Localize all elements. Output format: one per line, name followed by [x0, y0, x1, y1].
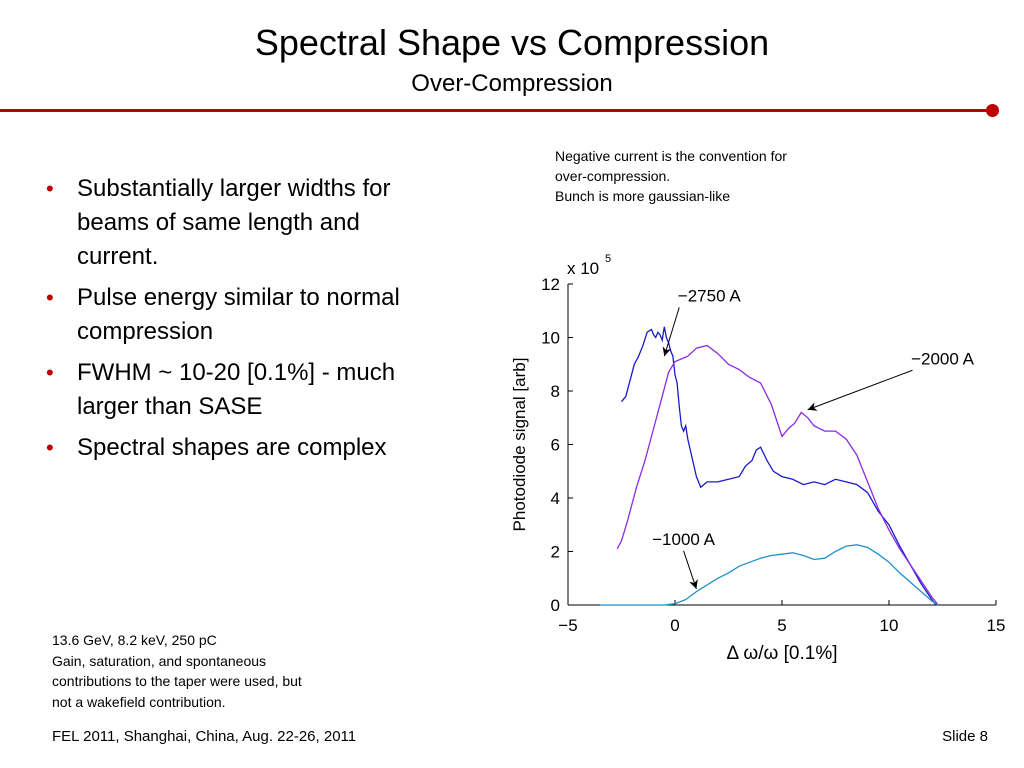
annotation-arrow	[807, 369, 913, 411]
bullet-text: FWHM ~ 10-20 [0.1%] - much larger than S…	[77, 359, 396, 420]
footnote-line: 13.6 GeV, 8.2 keV, 250 pC	[52, 632, 217, 648]
series-line	[620, 326, 937, 606]
x-axis-label: Δ ω/ω [0.1%]	[726, 643, 837, 664]
slide-title: Spectral Shape vs Compression	[254, 22, 770, 63]
note-line: Bunch is more gaussian-like	[555, 188, 731, 204]
x-tick-label: −5	[558, 616, 577, 635]
slide-number: Slide 8	[942, 728, 988, 745]
annotation-arrow	[662, 307, 680, 357]
bullet-item: • FWHM ~ 10-20 [0.1%] - much larger than …	[40, 356, 430, 424]
bullet-icon: •	[46, 435, 54, 460]
y-multiplier-exponent: 5	[605, 253, 611, 265]
annotation-arrow	[683, 550, 698, 590]
divider-end-dot	[986, 104, 999, 117]
bullet-text: Substantially larger widths for beams of…	[77, 175, 391, 270]
y-tick-label: 0	[551, 596, 560, 615]
footnote-line: not a wakefield contribution.	[52, 693, 226, 710]
y-tick-label: 12	[541, 275, 560, 294]
bullet-item: • Substantially larger widths for beams o…	[40, 172, 430, 274]
bullet-icon: •	[46, 360, 54, 385]
y-tick-label: 10	[541, 329, 560, 348]
parameters-footnote: 13.6 GeV, 8.2 keV, 250 pC Gain, saturati…	[52, 630, 372, 712]
y-tick-label: 6	[551, 436, 560, 455]
x-tick-label: 0	[670, 616, 679, 635]
annotation-label: −1000 A	[652, 530, 716, 549]
bullet-icon: •	[46, 285, 54, 310]
note-line: Negative current is the convention for	[555, 148, 787, 164]
bullet-text: Pulse energy similar to normal compressi…	[77, 284, 400, 345]
series-line	[616, 344, 939, 606]
bullet-text: Spectral shapes are complex	[77, 434, 387, 461]
footer-conference: FEL 2011, Shanghai, China, Aug. 22-26, 2…	[52, 728, 357, 745]
bullet-item: • Spectral shapes are complex	[40, 431, 430, 465]
annotation-label: −2750 A	[678, 286, 742, 305]
bullet-list: • Substantially larger widths for beams o…	[40, 172, 430, 472]
annotation-label: −2000 A	[911, 349, 975, 368]
chart-note: Negative current is the convention for o…	[555, 146, 787, 206]
x-tick-label: 10	[880, 616, 899, 635]
x-tick-label: 15	[987, 616, 1006, 635]
bullet-icon: •	[46, 176, 54, 201]
title-divider	[0, 109, 992, 112]
y-tick-label: 2	[551, 543, 560, 562]
bullet-item: • Pulse energy similar to normal compress…	[40, 281, 430, 349]
footnote-line: contributions to the taper were used, bu…	[52, 673, 302, 689]
slide-subtitle: Over-Compression	[411, 70, 613, 97]
series-line	[600, 544, 939, 606]
y-axis-label: Photodiode signal [arb]	[510, 358, 529, 532]
y-multiplier-label: x 10	[567, 259, 599, 278]
note-line: over-compression.	[555, 168, 671, 184]
y-tick-label: 8	[551, 382, 560, 401]
y-tick-label: 4	[551, 489, 560, 508]
x-tick-label: 5	[777, 616, 786, 635]
footnote-line: Gain, saturation, and spontaneous	[52, 652, 267, 669]
